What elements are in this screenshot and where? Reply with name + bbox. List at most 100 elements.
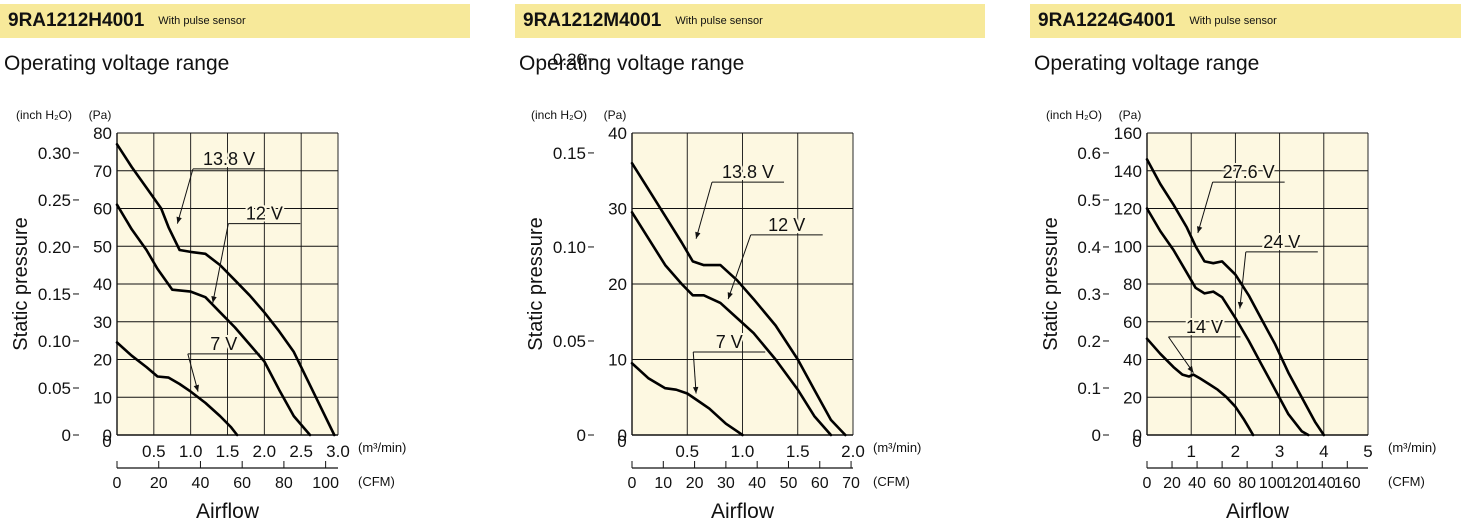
x2-tick-label: 40 xyxy=(192,475,210,492)
label-leader xyxy=(176,168,194,224)
y-tick-label: 40 xyxy=(1123,351,1142,370)
x-axis-title: Airflow xyxy=(711,500,775,523)
y2-tick-label: 0 xyxy=(1092,426,1101,445)
x-tick-label: 1.0 xyxy=(179,442,203,461)
model-number: 9RA1212M4001 xyxy=(523,10,662,31)
y2-unit-label: (inch H₂O) xyxy=(16,108,72,122)
y2-tick-label: 0.10 xyxy=(553,238,586,257)
x2-tick-label: 50 xyxy=(780,475,798,492)
series-label: 12 V xyxy=(246,204,283,224)
label-leader xyxy=(187,353,199,392)
x-tick-label: 5 xyxy=(1363,442,1372,461)
y-tick-label: 10 xyxy=(608,351,627,370)
model-number: 9RA1212H4001 xyxy=(8,10,145,31)
y-tick-label: 100 xyxy=(1114,237,1142,256)
series-label: 24 V xyxy=(1263,232,1300,252)
y-tick-label: 40 xyxy=(608,124,627,143)
y2-tick-label: 0.5 xyxy=(1077,191,1101,210)
x-tick-label: 0 xyxy=(1132,432,1141,451)
y-tick-label: 40 xyxy=(93,275,112,294)
series-line xyxy=(630,211,833,437)
label-arrowhead xyxy=(176,216,182,224)
y-unit-label: (Pa) xyxy=(1119,108,1142,122)
x-tick-label: 0.5 xyxy=(675,442,699,461)
y-unit-label: (Pa) xyxy=(604,108,627,122)
chart-panel-1: 9RA1212H4001 With pulse sensor Operating… xyxy=(0,0,470,523)
y2-tick-label: 0 xyxy=(62,426,71,445)
chart-subtitle: Operating voltage range xyxy=(1034,52,1260,75)
y-tick-label: 10 xyxy=(93,388,112,407)
y2-tick-label: 0.15 xyxy=(553,144,586,163)
series-label: 13.8 V xyxy=(722,162,774,182)
x-unit-label: (m³/min) xyxy=(873,440,921,455)
y-tick-label: 60 xyxy=(1123,313,1142,332)
fan-curve-chart: 01020304000.050.100.150.200.250.30(Pa)(i… xyxy=(525,50,921,523)
series-line xyxy=(1145,337,1255,437)
x2-tick-label: 60 xyxy=(1213,475,1231,492)
pulse-sensor-note: With pulse sensor xyxy=(1189,15,1277,27)
x-tick-label: 0 xyxy=(102,432,111,451)
x2-unit-label: (CFM) xyxy=(1388,474,1425,489)
y-tick-label: 80 xyxy=(1123,275,1142,294)
y-tick-label: 0 xyxy=(1133,426,1142,445)
label-leader xyxy=(1239,251,1247,309)
model-number: 9RA1224G4001 xyxy=(1038,10,1176,31)
chart-panel-2: 9RA1212M4001 With pulse sensor Operating… xyxy=(515,0,985,523)
label-leader xyxy=(212,223,229,303)
series-line xyxy=(630,362,744,437)
y2-tick-label: 0.10 xyxy=(38,332,71,351)
pulse-sensor-note: With pulse sensor xyxy=(158,15,246,27)
y-tick-label: 140 xyxy=(1114,162,1142,181)
x2-tick-label: 10 xyxy=(654,475,672,492)
x-tick-label: 1.5 xyxy=(786,442,810,461)
label-leader xyxy=(1197,181,1214,234)
y-axis-title: Static pressure xyxy=(1040,217,1062,350)
fan-curve-chart: 0 10 20 30 40 50 60 70 80 0 0.05 0.10 0.15 0.20 0.25 0.… xyxy=(10,108,406,523)
series-line xyxy=(115,341,239,437)
y2-unit-label: (inch H₂O) xyxy=(531,108,587,122)
y2-tick-label: 0.6 xyxy=(1077,144,1101,163)
label-arrowhead xyxy=(695,231,701,239)
x2-tick-label: 80 xyxy=(275,475,293,492)
x2-tick-label: 20 xyxy=(686,475,704,492)
y-axis-title: Static pressure xyxy=(10,217,32,350)
y2-tick-label: 0.05 xyxy=(553,332,586,351)
label-leader xyxy=(727,234,752,300)
y-tick-label: 30 xyxy=(93,313,112,332)
x2-tick-label: 70 xyxy=(842,475,860,492)
pulse-sensor-note: With pulse sensor xyxy=(675,15,763,27)
chart-subtitle: Operating voltage range xyxy=(4,52,230,75)
y2-tick-label: 0.4 xyxy=(1077,238,1101,257)
x-tick-label: 2.0 xyxy=(841,442,865,461)
x2-tick-label: 0 xyxy=(1143,475,1152,492)
y2-tick-label: 0.20 xyxy=(38,238,71,257)
label-arrowhead xyxy=(1237,301,1244,309)
y-tick-label: 50 xyxy=(93,237,112,256)
y-tick-label: 20 xyxy=(1123,388,1142,407)
label-arrowhead xyxy=(692,386,699,394)
x-tick-label: 2 xyxy=(1231,442,1240,461)
series-label: 7 V xyxy=(716,332,743,352)
label-arrowhead xyxy=(1187,365,1194,373)
series-line xyxy=(1145,158,1326,437)
x-tick-label: 2.5 xyxy=(289,442,313,461)
x2-tick-label: 60 xyxy=(233,475,251,492)
x2-tick-label: 40 xyxy=(1188,475,1206,492)
x-tick-label: 1 xyxy=(1186,442,1195,461)
y-tick-label: 20 xyxy=(93,351,112,370)
model-header: 9RA1212M4001 With pulse sensor xyxy=(515,4,985,38)
y2-tick-label: 0.1 xyxy=(1077,379,1101,398)
x-tick-label: 0.5 xyxy=(142,442,166,461)
x-unit-label: (m³/min) xyxy=(358,440,406,455)
model-header: 9RA1224G4001 With pulse sensor xyxy=(1030,4,1461,38)
x2-unit-label: (CFM) xyxy=(358,474,395,489)
x2-tick-label: 0 xyxy=(628,475,637,492)
series-label: 13.8 V xyxy=(203,149,255,169)
model-header: 9RA1212H4001 With pulse sensor xyxy=(0,4,470,38)
chart-subtitle: Operating voltage range xyxy=(519,52,745,75)
x-tick-label: 1.5 xyxy=(216,442,240,461)
fan-curve-chart: 02040608010012014016000.10.20.30.40.50.6… xyxy=(1040,108,1436,523)
x2-tick-label: 80 xyxy=(1238,475,1256,492)
x-unit-label: (m³/min) xyxy=(1388,440,1436,455)
label-leader xyxy=(1168,336,1194,373)
